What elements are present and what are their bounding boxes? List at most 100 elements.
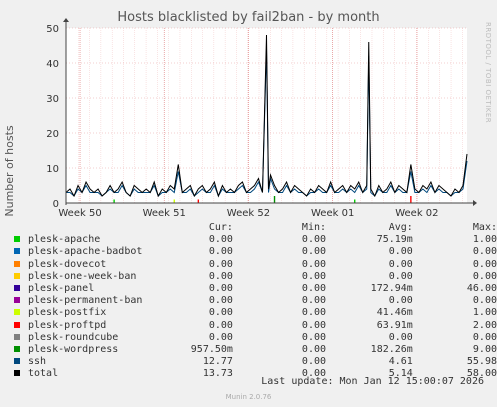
legend-value-avg: 75.19m [376,234,413,246]
legend-row: plesk-dovecot 0.00 0.00 0.00 0.00 [10,259,497,271]
y-axis-arrow [63,18,69,22]
legend-value-cur: 0.00 [208,258,233,270]
legend-row: plesk-wordpress 957.50m 0.00 182.26m 9.00 [10,344,497,356]
y-tick-label: 30 [46,94,59,105]
legend-value-avg: 0.00 [388,295,413,307]
legend-value-cur: 0.00 [208,283,233,295]
y-tick-label: 0 [53,199,59,210]
legend-swatch [14,370,20,377]
legend-value-min: 0.00 [301,295,327,307]
legend-value-max: 1.00 [472,234,497,246]
legend-value-cur: 0.00 [208,307,233,319]
legend-row: ssh 12.77 0.00 4.61 55.98 [10,356,497,368]
legend-series-label: plesk-permanent-ban [28,295,143,307]
legend-value-cur: 0.00 [208,246,233,258]
legend-series-label: plesk-apache-badbot [28,246,143,258]
legend-row: plesk-postfix 0.00 0.00 41.46m 1.00 [10,307,497,319]
legend-value-min: 0.00 [301,356,327,368]
legend-row: total 13.73 0.00 5.14 58.00 [10,368,497,380]
x-tick-label: Week 50 [58,208,101,219]
legend-series-name: plesk-apache [10,234,142,246]
legend-value-cur: 957.50m [190,343,233,355]
legend-value-cur: 0.00 [208,270,233,282]
legend-series-name: plesk-permanent-ban [10,295,142,307]
legend-header-max: Max: [472,222,497,234]
y-tick-label: 10 [46,164,59,175]
rrdtool-watermark: RRDTOOL / TOBI OETIKER [484,22,492,124]
legend-header-avg: Avg: [388,222,413,234]
legend-value-max: 55.98 [466,356,497,368]
y-axis-label-text: Number of hosts [3,125,16,217]
y-tick-label: 40 [46,59,59,70]
legend-row: plesk-one-week-ban 0.00 0.00 0.00 0.00 [10,271,497,283]
legend-value-avg: 172.94m [370,283,413,295]
y-axis-label-svg: Number of hosts [3,125,16,217]
legend-value-avg: 0.00 [388,246,413,258]
legend-row: plesk-panel 0.00 0.00 172.94m 46.00 [10,283,497,295]
legend-series-name: plesk-one-week-ban [10,271,142,283]
legend-series-name: plesk-panel [10,283,142,295]
legend-row: plesk-permanent-ban 0.00 0.00 0.00 0.00 [10,295,497,307]
legend-row: plesk-apache-badbot 0.00 0.00 0.00 0.00 [10,246,497,258]
legend-series-name: plesk-apache-badbot [10,246,142,258]
legend-row: plesk-proftpd 0.00 0.00 63.91m 2.00 [10,320,497,332]
legend-series-name: plesk-dovecot [10,259,142,271]
legend-swatch [14,297,20,304]
legend-value-avg: 4.61 [388,356,413,368]
legend-value-min: 0.00 [301,234,327,246]
x-axis-arrow [473,200,477,206]
legend-series-label: plesk-wordpress [28,343,119,355]
legend-series-label: plesk-apache [28,234,101,246]
legend-value-cur: 0.00 [208,234,233,246]
legend-series-name: plesk-roundcube [10,332,142,344]
legend-series-label: ssh [28,356,47,368]
legend-value-max: 46.00 [466,283,497,295]
legend-series-name: plesk-wordpress [10,344,142,356]
legend-value-avg: 0.00 [388,331,413,343]
legend-swatch [14,260,20,267]
legend-value-max: 0.00 [472,270,497,282]
legend-swatch [14,358,20,365]
legend-series-label: plesk-dovecot [28,258,107,270]
legend-value-max: 0.00 [472,246,497,258]
legend-series-label: plesk-roundcube [28,331,119,343]
legend-value-min: 0.00 [301,258,327,270]
x-tick-label: Week 51 [143,208,186,219]
legend-value-max: 1.00 [472,307,497,319]
y-tick-label: 50 [46,24,59,35]
legend-header-row: Cur: Min: Avg: Max: [10,222,497,234]
legend-value-cur: 13.73 [202,368,233,380]
x-tick-label: Week 02 [395,208,438,219]
legend-series-label: plesk-panel [28,283,95,295]
legend-swatch [14,236,20,243]
legend-value-max: 9.00 [472,343,497,355]
legend-series-label: plesk-proftpd [28,319,107,331]
series-line-total [65,34,468,198]
legend-value-min: 0.00 [301,283,327,295]
legend-series-label: plesk-one-week-ban [28,270,137,282]
legend-row: plesk-apache 0.00 0.00 75.19m 1.00 [10,234,497,246]
legend-table: Cur: Min: Avg: Max: plesk-apache 0.00 0.00… [10,222,497,380]
legend-swatch [14,272,20,279]
chart-title: Hosts blacklisted by fail2ban - by month [117,10,380,25]
legend-swatch [14,321,20,328]
legend-header-cur: Cur: [208,222,233,234]
legend-series-name: plesk-postfix [10,307,142,319]
legend-value-avg: 63.91m [376,319,413,331]
legend-value-min: 0.00 [301,246,327,258]
legend-value-cur: 0.00 [208,331,233,343]
series-line-ssh [66,48,468,198]
x-tick-label: Week 01 [311,208,354,219]
legend-swatch [14,248,20,255]
munin-version: Munin 2.0.76 [225,393,272,401]
legend-value-min: 0.00 [301,270,327,282]
legend-value-max: 2.00 [472,319,497,331]
legend-value-min: 0.00 [301,331,327,343]
legend-header-min: Min: [301,222,327,234]
legend-value-cur: 0.00 [208,319,233,331]
legend-series-label: plesk-postfix [28,307,107,319]
legend-value-avg: 0.00 [388,258,413,270]
legend-swatch [14,285,20,292]
legend-value-cur: 0.00 [208,295,233,307]
legend-value-min: 0.00 [301,319,327,331]
